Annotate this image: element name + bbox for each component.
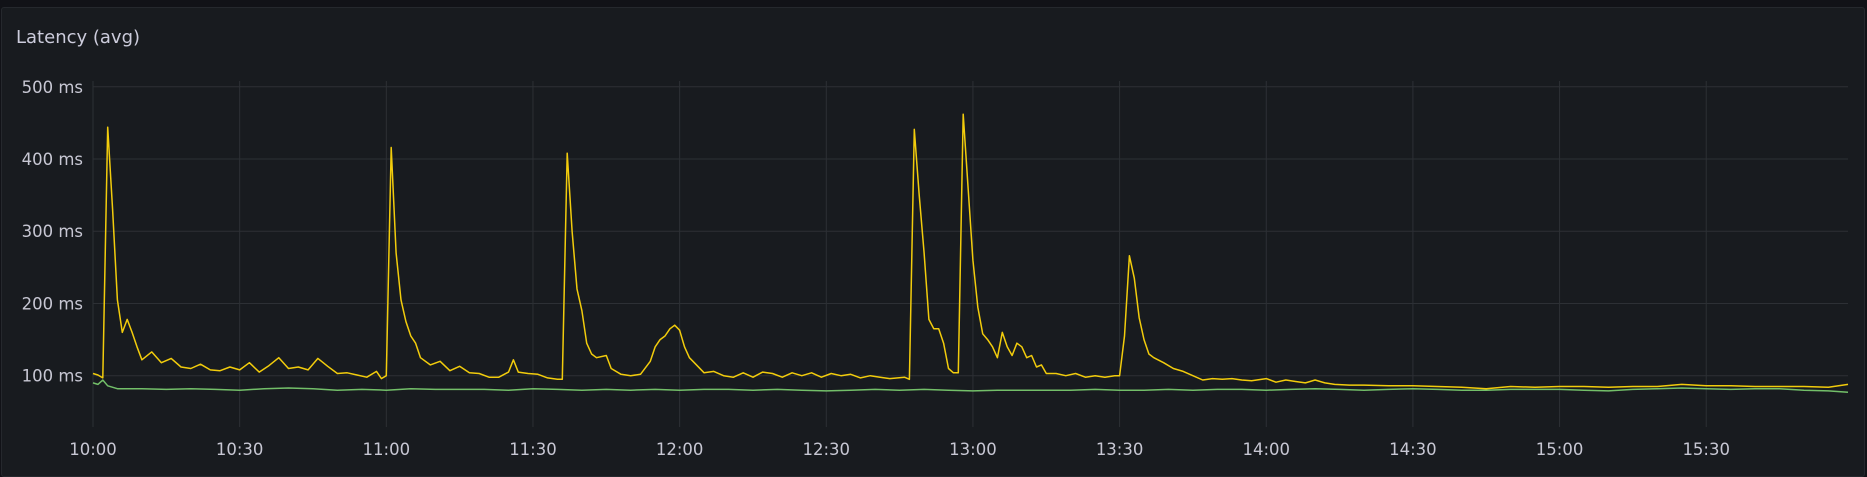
y-tick-label: 400 ms: [22, 150, 83, 169]
x-tick-label: 14:30: [1389, 440, 1437, 459]
y-tick-label: 500 ms: [22, 78, 83, 97]
x-tick-label: 11:30: [509, 440, 557, 459]
x-tick-label: 10:30: [216, 440, 264, 459]
y-tick-label: 300 ms: [22, 222, 83, 241]
series-lines: [92, 113, 1849, 394]
y-tick-label: 100 ms: [22, 367, 83, 386]
latency-panel: Latency (avg): [1, 7, 1865, 477]
x-tick-label: 10:00: [69, 440, 117, 459]
x-tick-label: 12:30: [803, 440, 851, 459]
x-tick-label: 13:30: [1096, 440, 1144, 459]
y-axis: 100 ms 200 ms 300 ms 400 ms 500 ms: [22, 78, 83, 386]
panel-title[interactable]: Latency (avg): [16, 27, 141, 48]
y-tick-label: 200 ms: [22, 294, 83, 313]
series-line-1[interactable]: [92, 379, 1849, 394]
x-tick-label: 15:30: [1682, 440, 1730, 459]
series-line-0[interactable]: [92, 113, 1849, 390]
x-tick-label: 12:00: [656, 440, 704, 459]
x-tick-label: 14:00: [1242, 440, 1290, 459]
x-tick-label: 15:00: [1536, 440, 1584, 459]
x-tick-label: 11:00: [363, 440, 411, 459]
x-axis: 10:00 10:30 11:00 11:30 12:00 12:30 13:00 13:30…: [69, 440, 1730, 459]
x-tick-label: 13:00: [949, 440, 997, 459]
